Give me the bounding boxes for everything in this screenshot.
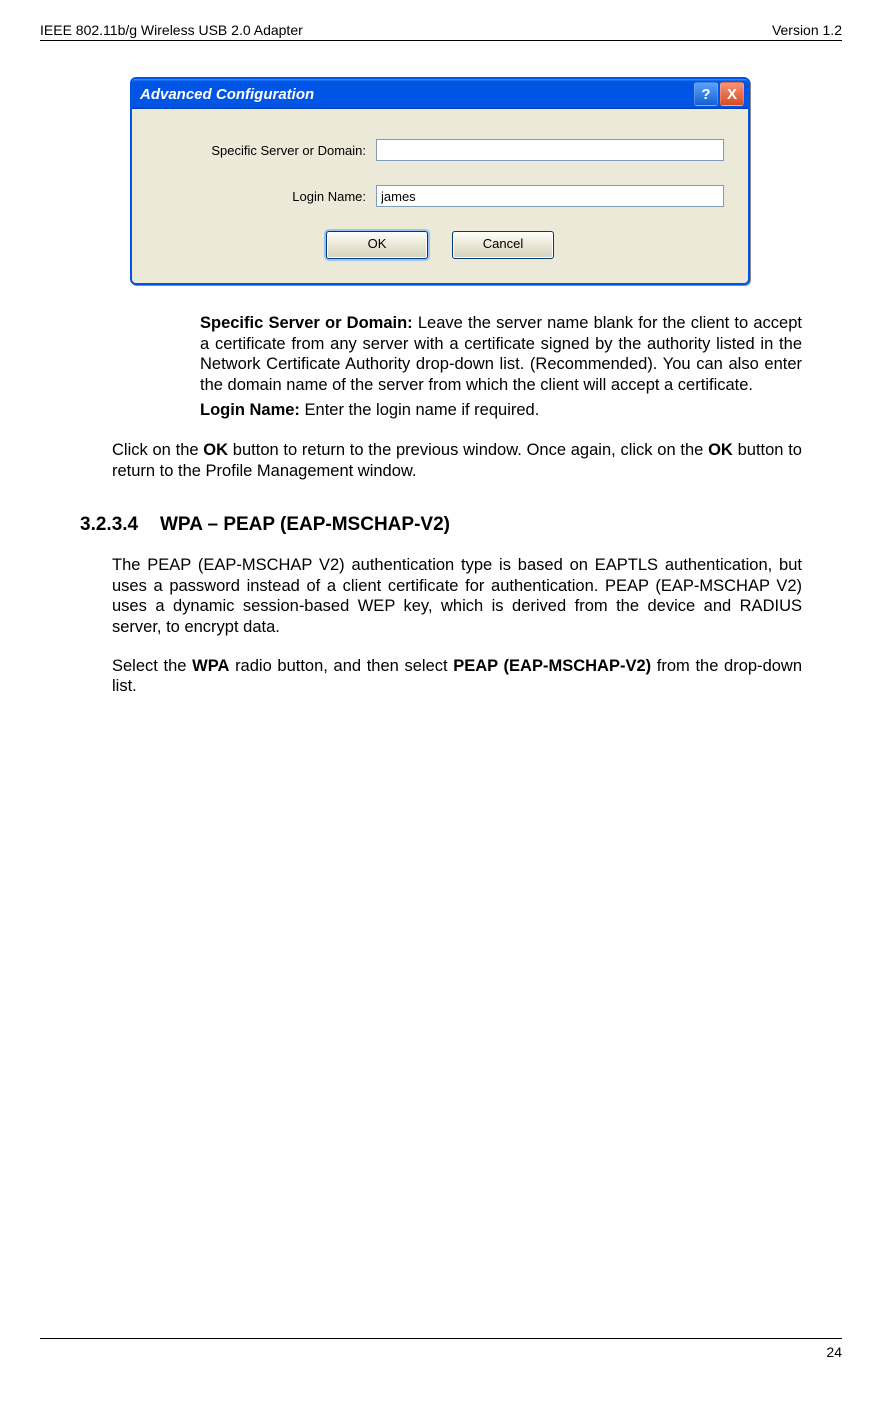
bullet-label-2: Login Name: <box>200 401 300 419</box>
paragraph-select-wpa: Select the WPA radio button, and then se… <box>112 656 802 697</box>
server-domain-input[interactable] <box>376 139 724 161</box>
ok-button[interactable]: OK <box>326 231 428 259</box>
header-left: IEEE 802.11b/g Wireless USB 2.0 Adapter <box>40 22 303 38</box>
titlebar-buttons: ? X <box>694 82 744 106</box>
bullet-server-domain: Specific Server or Domain: Leave the ser… <box>172 313 802 396</box>
footer-rule <box>40 1338 842 1340</box>
bullet-rest-2: Enter the login name if required. <box>300 401 539 419</box>
advanced-config-dialog: Advanced Configuration ? X Specific Serv… <box>130 77 750 285</box>
section-title: WPA – PEAP (EAP-MSCHAP-V2) <box>160 514 450 535</box>
dialog-body: Specific Server or Domain: Login Name: O… <box>132 109 748 283</box>
login-name-row: Login Name: <box>156 185 724 207</box>
paragraph-peap-desc: The PEAP (EAP-MSCHAP V2) authentication … <box>112 555 802 638</box>
page-header: IEEE 802.11b/g Wireless USB 2.0 Adapter … <box>40 22 842 41</box>
help-icon[interactable]: ? <box>694 82 718 106</box>
cancel-button[interactable]: Cancel <box>452 231 554 259</box>
bullet-icon <box>172 400 200 421</box>
close-icon[interactable]: X <box>720 82 744 106</box>
bullet-text-1: Specific Server or Domain: Leave the ser… <box>200 313 802 396</box>
dialog-screenshot: Advanced Configuration ? X Specific Serv… <box>130 77 750 285</box>
section-heading: 3.2.3.4WPA – PEAP (EAP-MSCHAP-V2) <box>80 513 802 537</box>
page-number: 24 <box>40 1344 842 1360</box>
dialog-title: Advanced Configuration <box>140 86 314 103</box>
login-name-input[interactable] <box>376 185 724 207</box>
bullet-login-name: Login Name: Enter the login name if requ… <box>172 400 802 421</box>
header-right: Version 1.2 <box>772 22 842 38</box>
bullet-icon <box>172 313 200 396</box>
server-domain-row: Specific Server or Domain: <box>156 139 724 161</box>
paragraph-ok-instructions: Click on the OK button to return to the … <box>112 440 802 481</box>
bullet-label-1: Specific Server or Domain: <box>200 314 413 332</box>
dialog-titlebar: Advanced Configuration ? X <box>132 79 748 109</box>
page-footer: 24 <box>40 1338 842 1360</box>
section-number: 3.2.3.4 <box>80 513 160 537</box>
server-domain-label: Specific Server or Domain: <box>156 143 376 158</box>
bullet-text-2: Login Name: Enter the login name if requ… <box>200 400 802 421</box>
login-name-label: Login Name: <box>156 189 376 204</box>
bullet-list: Specific Server or Domain: Leave the ser… <box>172 313 802 420</box>
document-body: Specific Server or Domain: Leave the ser… <box>112 313 802 697</box>
dialog-button-row: OK Cancel <box>156 231 724 259</box>
